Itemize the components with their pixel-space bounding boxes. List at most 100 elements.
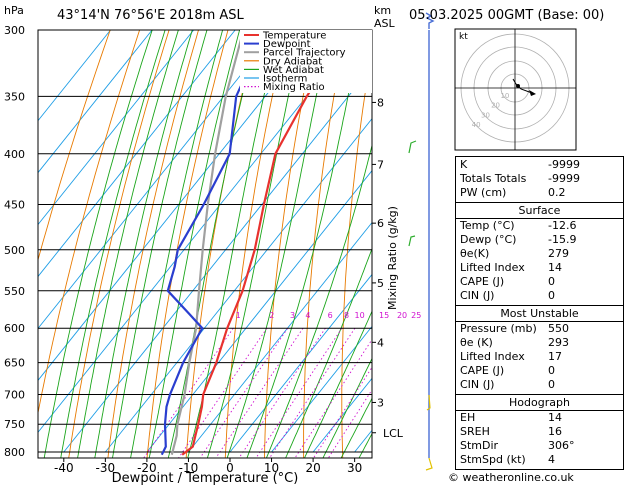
temp-tick-label: -30 [96, 461, 116, 475]
hodograph-table-title: Hodograph [509, 396, 570, 409]
wet-adiabat-line [130, 30, 224, 458]
wet-adiabat-line [322, 357, 372, 458]
index-row: K -9999 [460, 158, 580, 171]
storm-motion-marker [516, 84, 520, 88]
mixing-ratio-line [199, 327, 289, 458]
hodo-row: StmSpd (kt) 4 [460, 453, 555, 466]
hpa-label: hPa [4, 4, 24, 17]
legend-label: Dewpoint [263, 39, 311, 50]
mixing-ratio-label: 6 [328, 311, 333, 320]
wet-adiabat-line [94, 30, 193, 458]
km-tick-label: 8 [377, 96, 384, 109]
surface-panel: Surface Temp (°C) -12.6 Dewp (°C) -15.9 θe… [455, 202, 624, 306]
wet-adiabat-line [303, 310, 372, 458]
wind-barb [425, 12, 435, 29]
divider [456, 410, 623, 411]
legend-label: Mixing Ratio [263, 82, 325, 93]
pressure-tick-label: 450 [4, 198, 25, 211]
temp-tick-label: -40 [54, 461, 74, 475]
legend-box [240, 30, 372, 93]
hodo-row: SREH 16 [460, 425, 562, 438]
temp-tick-label: 30 [347, 461, 362, 475]
hodograph-table-panel: Hodograph EH 14 SREH 16 StmDir 306° StmSpd … [455, 394, 624, 470]
mixing-ratio-label: 20 [397, 311, 407, 320]
legend-label: Parcel Trajectory [263, 48, 346, 59]
isotherm-line [188, 221, 372, 453]
temp-tick-label: 20 [305, 461, 320, 475]
mixing-ratio-label: 25 [411, 311, 421, 320]
pressure-tick-label: 600 [4, 322, 25, 335]
hodograph-ring-label: 10 [500, 92, 509, 100]
plot-lines [38, 30, 372, 458]
copyright-footer: © weatheronline.co.uk [448, 471, 574, 484]
wind-barb [408, 235, 416, 247]
mixing-ratio-line [294, 338, 372, 458]
dry-adiabat-line [68, 30, 170, 458]
isotherm-line [38, 30, 319, 382]
km-tick-label: 5 [377, 277, 384, 290]
temp-tick-label: -20 [137, 461, 157, 475]
hodo-row: EH 14 [460, 411, 562, 424]
mu-row: Pressure (mb) 550 [460, 322, 569, 335]
surface-row: Temp (°C) -12.6 [460, 219, 577, 232]
hodograph-ring-label: 40 [472, 121, 481, 129]
wet-adiabat-line [226, 30, 331, 458]
dry-adiabat-line [38, 30, 111, 262]
wind-barb-column [408, 12, 435, 471]
pressure-tick-label: 650 [4, 357, 25, 370]
isotherm-line [38, 30, 153, 174]
index-row: Totals Totals -9999 [460, 172, 580, 185]
parcel-trajectory-line [170, 30, 245, 455]
pressure-tick-label: 700 [4, 389, 25, 402]
isotherm-line [38, 30, 195, 226]
location-title: 43°14'N 76°56'E 2018m ASL [57, 8, 245, 23]
pressure-tick-label: 350 [4, 90, 25, 103]
isotherm-line [63, 66, 372, 453]
wind-barb [426, 394, 431, 411]
wet-adiabat-line [60, 30, 166, 458]
legend-label: Wet Adiabat [263, 65, 324, 76]
wet-adiabat-line [112, 30, 208, 458]
isotherm-line [38, 30, 111, 122]
legend-label: Dry Adiabat [263, 56, 322, 67]
temp-tick-label: 10 [264, 461, 279, 475]
index-row: PW (cm) 0.2 [460, 186, 566, 199]
mu-row: CAPE (J) 0 [460, 364, 555, 377]
isotherm-line [229, 273, 372, 453]
mu-row: Lifted Index 17 [460, 350, 562, 363]
mixing-ratio-label: 4 [305, 311, 310, 320]
hodograph-unit-label: kt [459, 32, 468, 42]
isotherm-line [38, 30, 278, 330]
pressure-tick-label: 800 [4, 446, 25, 459]
mixing-ratio-line [327, 388, 372, 458]
mixing-ratio-axis-label: Mixing Ratio (g/kg) [386, 206, 399, 310]
surface-row: CIN (J) 0 [460, 289, 555, 302]
wet-adiabat-line [285, 247, 372, 458]
wet-adiabat-line [206, 30, 304, 458]
pressure-tick-label: 550 [4, 285, 25, 298]
mixing-ratio-line [313, 366, 372, 458]
km-tick-label: 7 [377, 158, 384, 171]
mixing-ratio-label: 3 [290, 311, 295, 320]
wet-adiabat-line [148, 30, 241, 458]
divider [456, 321, 623, 322]
surface-row: θe(K) 279 [460, 247, 569, 260]
pressure-tick-label: 400 [4, 148, 25, 161]
km-tick-label: 4 [377, 336, 384, 349]
mixing-ratio-label: 15 [379, 311, 389, 320]
datetime-title: 05.03.2025 00GMT (Base: 00) [409, 8, 604, 23]
dry-adiabat-line [146, 30, 229, 458]
km-tick-label: LCL [383, 427, 404, 440]
dry-adiabat-line [303, 30, 347, 458]
surface-row: CAPE (J) 0 [460, 275, 555, 288]
legend-label: Temperature [262, 31, 326, 42]
dewpoint-line [160, 30, 268, 456]
dry-adiabat-line [107, 30, 199, 458]
surface-title: Surface [518, 204, 561, 217]
pressure-tick-label: 500 [4, 244, 25, 257]
pressure-tick-label: 750 [4, 418, 25, 431]
wet-adiabat-line [246, 30, 363, 458]
